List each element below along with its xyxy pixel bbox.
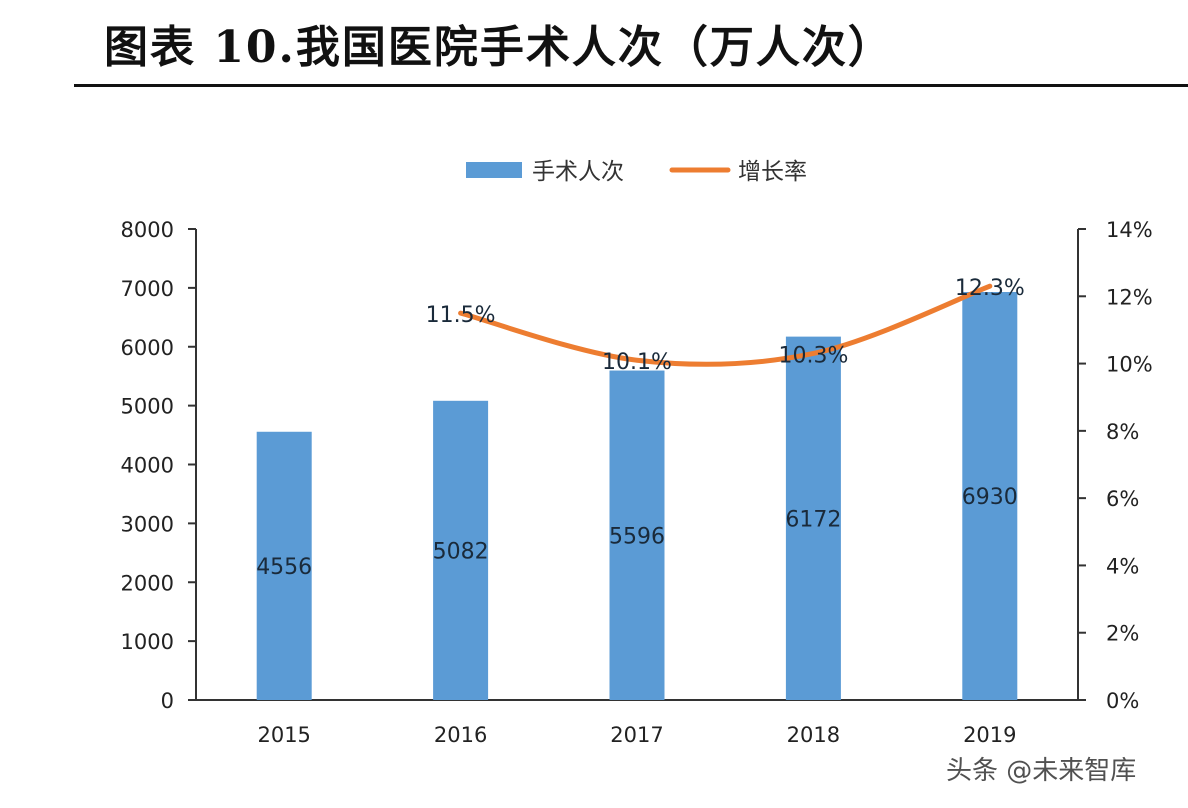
bar-value-label: 6172: [785, 507, 841, 532]
right-axis-tick-label: 8%: [1106, 420, 1139, 444]
page-title: 图表 10.我国医院手术人次（万人次）: [104, 22, 894, 73]
x-axis-tick-label: 2015: [257, 723, 310, 747]
bar-value-label: 5082: [433, 539, 489, 564]
line-series: [458, 283, 993, 367]
right-axis-tick-label: 12%: [1106, 285, 1153, 309]
right-axis-tick-label: 0%: [1106, 689, 1139, 713]
left-axis-tick-label: 1000: [121, 630, 174, 654]
bar-value-label: 4556: [256, 555, 312, 580]
x-axis-tick-label: 2016: [434, 723, 487, 747]
right-axis-tick-label: 4%: [1106, 554, 1139, 578]
right-axis-tick-label: 6%: [1106, 487, 1139, 511]
left-axis-tick-label: 7000: [121, 277, 174, 301]
watermark: 头条 @未来智库: [946, 756, 1137, 786]
x-axis-tick-label: 2017: [610, 723, 663, 747]
left-axis-tick-label: 3000: [121, 512, 174, 536]
legend-label-line: 增长率: [738, 159, 807, 185]
left-axis-tick-label: 5000: [121, 395, 174, 419]
bar-series: [256, 291, 1018, 700]
legend-swatch-bar: [466, 162, 522, 178]
bar-2017: [609, 370, 665, 700]
right-axis-tick-label: 2%: [1106, 622, 1139, 646]
left-axis-tick-label: 0: [161, 689, 174, 713]
left-axis-tick-label: 2000: [121, 571, 174, 595]
line-value-label: 12.3%: [955, 276, 1025, 301]
left-axis-tick-label: 4000: [121, 454, 174, 478]
bar-2018: [785, 336, 841, 700]
title-divider: [74, 84, 1188, 87]
bar-value-label: 6930: [962, 485, 1018, 510]
data-labels: 4556 5082 5596 6172 6930 11.5% 10.1% 10.3% 12.3%: [256, 276, 1025, 580]
growth-rate-line: [458, 283, 993, 367]
line-value-label: 11.5%: [426, 303, 496, 328]
right-axis-tick-label: 10%: [1106, 353, 1153, 377]
x-axis-tick-label: 2019: [963, 723, 1016, 747]
chart-legend: 手术人次 增长率: [466, 159, 807, 185]
right-axis-tick-label: 14%: [1106, 218, 1153, 242]
bar-2019: [962, 291, 1018, 700]
chart-axes: 0 1000 2000 3000 4000 5000 6000 7000 8000 0% 2% 4% 6…: [121, 218, 1153, 747]
legend-label-bar: 手术人次: [532, 159, 624, 185]
line-value-label: 10.1%: [602, 350, 672, 375]
x-axis-tick-label: 2018: [787, 723, 840, 747]
left-axis-tick-label: 6000: [121, 336, 174, 360]
bar-value-label: 5596: [609, 524, 665, 549]
left-axis-tick-label: 8000: [121, 218, 174, 242]
bar-2015: [256, 431, 312, 700]
line-value-label: 10.3%: [778, 343, 848, 368]
bar-2016: [433, 400, 489, 700]
